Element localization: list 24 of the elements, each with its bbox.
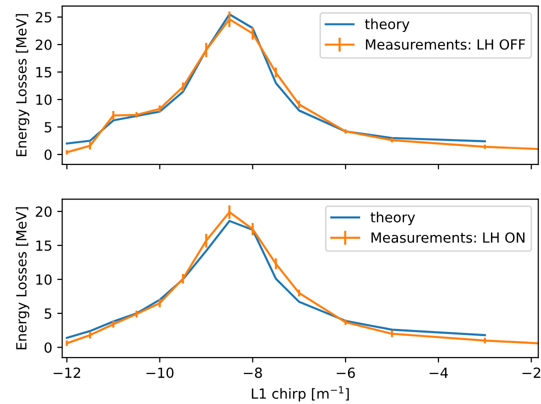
y-tick-label: 15 — [36, 67, 52, 78]
legend-label: Measurements: LH ON — [372, 232, 524, 243]
x-axis-title: L1 chirp [m$^{−1}$] — [252, 386, 349, 402]
y-tick-label: 0 — [44, 149, 52, 160]
y-tick-label: 10 — [36, 94, 52, 105]
x-tick-label: −8 — [244, 368, 262, 378]
x-tick-label: −12 — [54, 368, 80, 378]
y-tick-label: 5 — [44, 122, 52, 132]
y-axis-title: Energy Losses [MeV] — [16, 207, 30, 350]
legend-label: theory — [370, 212, 416, 226]
legend-label: theory — [364, 18, 410, 32]
x-tick-label: −10 — [146, 368, 174, 378]
x-tick-label: −2 — [522, 368, 540, 378]
x-tick-label: −6 — [336, 368, 355, 378]
y-tick-label: 25 — [36, 12, 52, 23]
y-tick-label: 0 — [44, 342, 52, 353]
y-tick-label: 5 — [44, 308, 52, 319]
y-tick-label: 20 — [36, 206, 52, 217]
x-tick-label: −4 — [430, 368, 448, 378]
y-tick-label: 10 — [36, 274, 52, 285]
y-tick-label: 15 — [36, 240, 52, 251]
y-tick-label: 20 — [36, 40, 52, 50]
legend-label: Measurements: LH OFF — [366, 39, 525, 50]
y-axis-title: Energy Losses [MeV] — [16, 14, 30, 156]
